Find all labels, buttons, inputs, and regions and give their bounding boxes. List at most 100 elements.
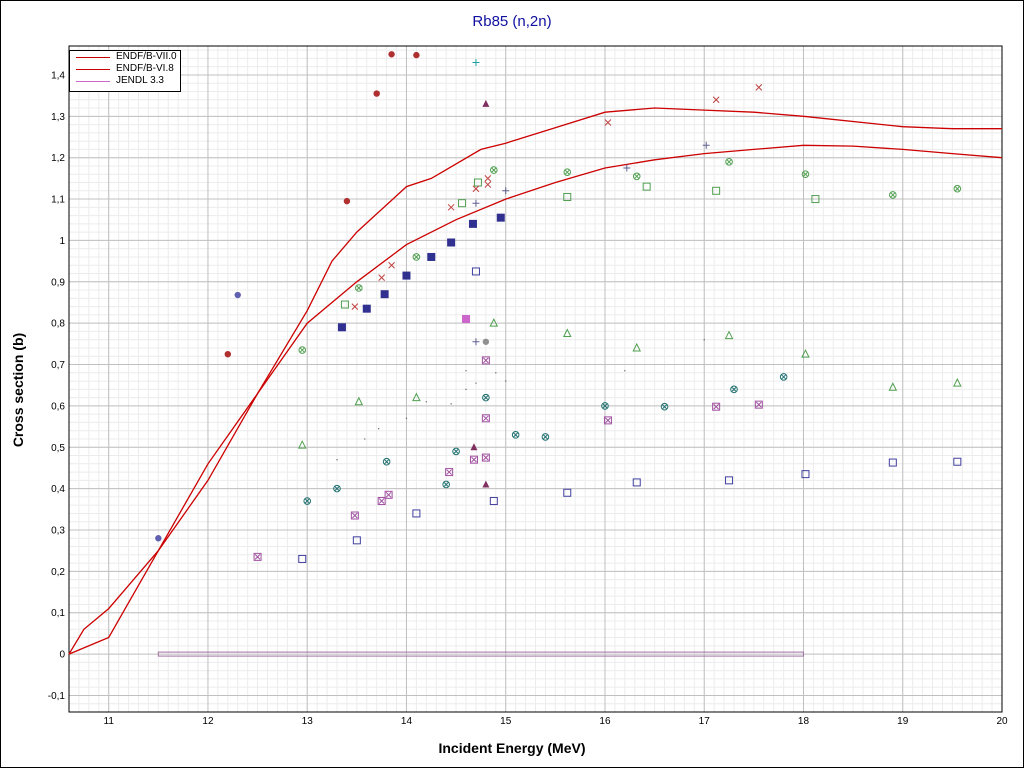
data-point (953, 184, 962, 193)
data-point (462, 315, 471, 324)
data-point (351, 303, 359, 310)
data-point (470, 443, 478, 451)
data-point (378, 274, 386, 282)
series-3 (224, 51, 420, 358)
data-point (362, 304, 371, 313)
data-point (297, 440, 307, 449)
marker-circle (355, 284, 363, 292)
series-16 (472, 59, 480, 67)
data-point (489, 497, 498, 506)
marker-x (254, 554, 261, 560)
y-tick-label: 0,2 (51, 567, 65, 578)
data-point (468, 219, 477, 228)
data-point (888, 382, 898, 391)
data-point (354, 396, 364, 406)
data-point (333, 484, 341, 493)
series-line (68, 144, 1003, 655)
x-tick-label: 18 (798, 716, 810, 727)
data-point (703, 339, 705, 341)
marker-square (712, 402, 721, 411)
x-tick-label: 11 (104, 716, 115, 727)
data-point (702, 141, 710, 149)
series-13 (253, 356, 763, 561)
data-point (541, 433, 550, 441)
marker-x (954, 186, 960, 192)
data-point (413, 51, 420, 59)
data-point (725, 158, 733, 166)
data-point (642, 182, 651, 191)
marker-circle (725, 158, 733, 166)
x-tick-label: 12 (202, 716, 214, 727)
x-tick-label: 20 (996, 716, 1008, 727)
marker-x (513, 432, 519, 438)
y-tick-label: 0,7 (51, 360, 65, 371)
marker-square (253, 552, 262, 561)
legend-label: ENDF/B-VI.8 (116, 63, 174, 74)
data-point (496, 213, 505, 222)
marker-circle (333, 484, 341, 493)
data-point (355, 284, 363, 292)
marker-x (713, 403, 719, 410)
data-point (490, 166, 498, 174)
marker-circle (801, 170, 810, 179)
marker-circle (511, 431, 520, 439)
data-point (725, 476, 734, 485)
marker-x (890, 192, 896, 198)
series-4 (155, 291, 241, 542)
data-point (298, 554, 307, 563)
marker-x (564, 169, 570, 175)
marker-x (299, 347, 305, 353)
marker-x (543, 434, 548, 440)
data-point (563, 192, 572, 201)
marker-square (469, 455, 478, 464)
series-14 (351, 84, 763, 310)
marker-x (634, 173, 640, 179)
marker-x (356, 285, 362, 291)
x-axis-label: Incident Energy (MeV) (438, 740, 586, 756)
x-tick-label: 19 (897, 716, 909, 727)
data-point (481, 414, 490, 423)
data-point (352, 536, 361, 545)
data-point (604, 119, 612, 126)
marker-circle (779, 373, 788, 381)
data-point (801, 170, 810, 179)
y-tick-label: 1,2 (51, 153, 65, 164)
marker-circle (382, 457, 391, 466)
marker-circle (660, 402, 669, 411)
data-point (442, 480, 450, 489)
data-point (447, 238, 456, 247)
data-point (811, 195, 820, 204)
series-17 (482, 338, 490, 345)
data-point (511, 431, 520, 439)
data-point (563, 488, 572, 497)
data-point (724, 330, 734, 340)
data-point (730, 385, 738, 394)
data-point (632, 478, 641, 487)
marker-x (453, 449, 459, 454)
data-point (447, 203, 455, 211)
data-point (378, 428, 380, 430)
x-tick-label: 15 (500, 716, 512, 727)
y-tick-label: 0,4 (51, 484, 65, 495)
data-point (481, 453, 490, 462)
y-tick-label: 0,8 (51, 319, 65, 330)
data-point (779, 373, 788, 381)
data-point (601, 402, 609, 410)
chart-title: Rb85 (n,2n) (472, 13, 552, 30)
marker-x (378, 498, 385, 504)
series-1 (68, 107, 1002, 655)
data-point (445, 468, 454, 477)
data-point (481, 356, 490, 365)
series-10 (470, 99, 490, 488)
x-tick-label: 13 (302, 716, 314, 727)
data-point (412, 392, 421, 402)
data-point (337, 323, 346, 332)
data-point (953, 457, 962, 466)
plot-border (68, 45, 1003, 713)
data-point (384, 490, 393, 499)
data-point (412, 509, 421, 518)
marker-square (445, 468, 454, 477)
marker-x (491, 167, 497, 173)
data-point (953, 378, 962, 387)
